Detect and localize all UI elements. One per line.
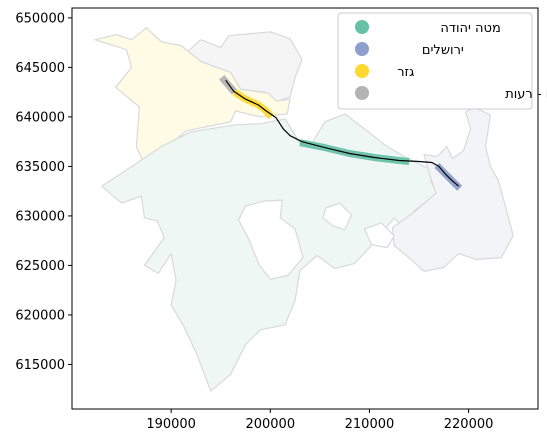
legend-label: מודיעין - מכבים - רעות [505,87,547,102]
x-tick-label: 200000 [245,417,295,432]
legend-label: ירושלים [422,43,464,58]
y-tick-label: 645000 [15,61,65,76]
legend-label: מטה יהודה [440,21,500,36]
plot-frame [71,7,539,410]
y-tick-label: 630000 [15,209,65,224]
y-tick-label: 625000 [15,259,65,274]
region-hole [238,199,304,280]
x-tick-label: 190000 [146,417,196,432]
route-layer [219,75,463,191]
y-tick-label: 615000 [15,358,65,373]
y-tick-label: 635000 [15,160,65,175]
legend-marker [355,86,369,100]
regions-layer [94,27,514,392]
axis-ticks: 190000 200000 210000 220000 615000 620000 6250… [15,11,493,432]
legend: מטה יהודה ירושלים גזר מודיעין - מכבים - רעו… [337,12,547,110]
legend-marker [355,20,369,34]
y-tick-label: 640000 [15,110,65,125]
x-tick-label: 220000 [444,417,494,432]
region-polygon [391,106,514,272]
legend-box [337,12,533,110]
legend-marker [355,64,369,78]
route-line [225,79,460,187]
legend-marker [355,42,369,56]
legend-label: גזר [397,65,414,80]
region-polygon [94,27,291,165]
region-hole [363,222,395,249]
region-hole [322,202,353,231]
y-tick-label: 650000 [15,11,65,26]
x-tick-label: 210000 [345,417,395,432]
y-tick-label: 620000 [15,308,65,323]
